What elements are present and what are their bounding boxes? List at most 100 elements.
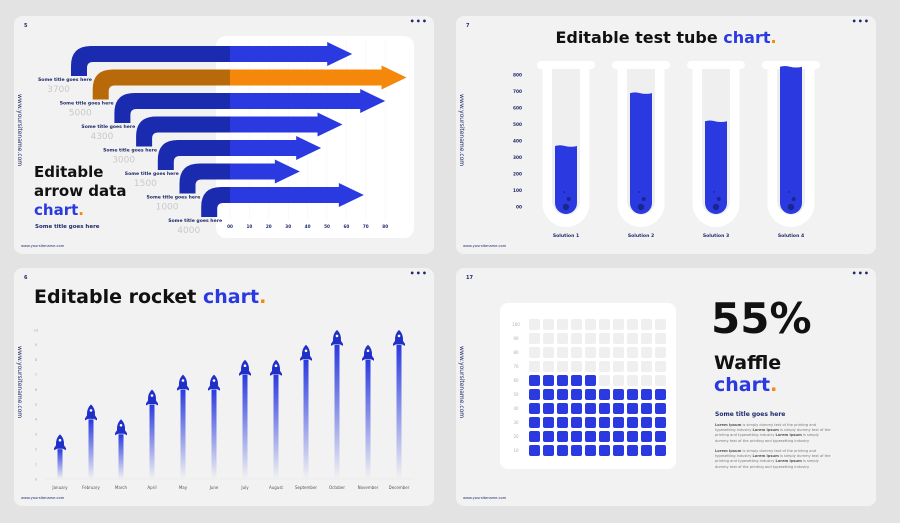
bubble-icon xyxy=(641,197,646,201)
rocket-body xyxy=(362,344,374,361)
waffle-cell-filled xyxy=(571,389,582,400)
month-label: September xyxy=(295,485,317,490)
waffle-cell-empty xyxy=(585,333,596,344)
bubble-icon xyxy=(712,203,720,211)
rocket-icon xyxy=(115,419,127,436)
x-tick-label: 50 xyxy=(324,224,330,229)
waffle-cell-filled xyxy=(627,417,638,428)
rocket-window xyxy=(274,364,278,367)
waffle-cell-filled xyxy=(585,431,596,442)
waffle-cell-empty xyxy=(557,319,568,330)
waffle-cell-filled xyxy=(599,417,610,428)
slide-waffle-chart[interactable]: 100 90 80 70 60 50 40 30 20 10 17 ••• www.yoursit… xyxy=(456,268,876,506)
month-label: February xyxy=(82,485,100,490)
y-tick-label: 300 xyxy=(513,155,522,161)
x-tick-label: 30 xyxy=(285,224,291,229)
rocket-icon xyxy=(270,359,282,376)
test-tube-chart: 800 700 600 500 400 300 200 100 00 Solution 1 Solu… xyxy=(513,61,820,239)
row-label: 30 xyxy=(513,420,519,425)
arrow-value-annotation: 3700 xyxy=(47,85,70,95)
waffle-cell-filled xyxy=(627,389,638,400)
waffle-cell-empty xyxy=(641,319,652,330)
arrow-value-annotation: 1000 xyxy=(156,203,179,213)
waffle-cell-empty xyxy=(613,319,624,330)
x-tick-label: 10 xyxy=(246,224,252,229)
row-label: 10 xyxy=(513,448,519,453)
slide-arrow-chart[interactable]: 00 10 20 30 40 50 60 70 80 Some title goes here 37… xyxy=(14,16,434,254)
y-tick-label: 10 xyxy=(34,328,39,332)
arrow-value-annotation: 4300 xyxy=(90,132,113,142)
waffle-cell-filled xyxy=(557,445,568,456)
footer-website[interactable]: www.yoursitename.com xyxy=(463,244,507,248)
rocket-window xyxy=(243,364,247,367)
waffle-cell-filled xyxy=(529,417,540,428)
side-website-text: www.yoursitename.com xyxy=(16,346,23,419)
title-text: Editable rocket xyxy=(34,286,204,308)
waffle-cell-empty xyxy=(543,361,554,372)
more-options-icon[interactable]: ••• xyxy=(851,269,870,278)
bubble-icon xyxy=(638,191,641,193)
waffle-cell-empty xyxy=(613,361,624,372)
row-label: 60 xyxy=(513,378,519,383)
waffle-title: Waffle xyxy=(714,352,782,374)
waffle-subtitle: Some title goes here xyxy=(715,411,786,418)
bubble-icon xyxy=(791,197,796,201)
x-tick-label: 00 xyxy=(227,224,233,229)
footer-website[interactable]: www.yoursitename.com xyxy=(21,244,65,248)
arrow-label: Some title goes here xyxy=(38,77,92,83)
slide-rocket-chart[interactable]: 10 9 8 7 6 5 4 3 2 1 0 January February March April May… xyxy=(14,268,434,506)
waffle-cell-empty xyxy=(543,347,554,358)
waffle-cell-empty xyxy=(585,347,596,358)
rocket-window xyxy=(304,349,308,353)
waffle-cell-filled xyxy=(543,389,554,400)
waffle-cell-filled xyxy=(655,431,666,442)
waffle-cell-filled xyxy=(627,445,638,456)
subtitle: Some title goes here xyxy=(35,224,100,230)
more-options-icon[interactable]: ••• xyxy=(409,269,428,278)
y-tick-label: 00 xyxy=(516,205,522,211)
rocket-window xyxy=(150,394,154,397)
title-dot: . xyxy=(259,286,267,308)
y-tick-label: 600 xyxy=(513,106,522,112)
month-label: April xyxy=(147,485,156,490)
waffle-cell-empty xyxy=(627,347,638,358)
waffle-cell-filled xyxy=(543,417,554,428)
title-line-1: Editable xyxy=(34,163,104,181)
waffle-cell-filled xyxy=(599,431,610,442)
rocket-icon xyxy=(362,344,374,361)
waffle-cell-empty xyxy=(599,361,610,372)
y-tick-label: 700 xyxy=(513,89,522,95)
footer-website[interactable]: www.yoursitename.com xyxy=(463,496,507,500)
category-label: Solution 1 xyxy=(553,233,579,239)
rocket-bar xyxy=(180,389,186,479)
slide-test-tube-chart[interactable]: 800 700 600 500 400 300 200 100 00 Solution 1 Solu… xyxy=(456,16,876,254)
rocket-body xyxy=(300,344,312,361)
waffle-cell-empty xyxy=(655,333,666,344)
x-tick-label: 60 xyxy=(343,224,349,229)
rocket-bar xyxy=(118,434,124,479)
footer-website[interactable]: www.yoursitename.com xyxy=(21,496,65,500)
rocket-bar xyxy=(149,404,155,479)
waffle-title-accent-line: chart. xyxy=(714,374,777,396)
arrow-bar xyxy=(114,89,386,123)
waffle-cell-filled xyxy=(585,389,596,400)
waffle-cell-empty xyxy=(641,347,652,358)
more-options-icon[interactable]: ••• xyxy=(409,17,428,26)
rocket-bar xyxy=(273,374,279,479)
waffle-cell-filled xyxy=(655,417,666,428)
waffle-cell-empty xyxy=(571,319,582,330)
rocket-bar xyxy=(365,359,371,479)
bubble-icon xyxy=(566,197,571,201)
slide-number: 7 xyxy=(466,23,470,29)
waffle-cell-filled xyxy=(529,445,540,456)
more-options-icon[interactable]: ••• xyxy=(851,17,870,26)
waffle-cell-filled xyxy=(585,403,596,414)
waffle-cell-filled xyxy=(613,403,624,414)
waffle-cell-filled xyxy=(641,431,652,442)
waffle-cell-filled xyxy=(557,389,568,400)
waffle-cell-empty xyxy=(627,375,638,386)
x-tick-label: 40 xyxy=(305,224,311,229)
title-accent: chart xyxy=(714,374,771,396)
y-tick-label: 0 xyxy=(35,477,38,481)
x-tick-label: 70 xyxy=(363,224,369,229)
